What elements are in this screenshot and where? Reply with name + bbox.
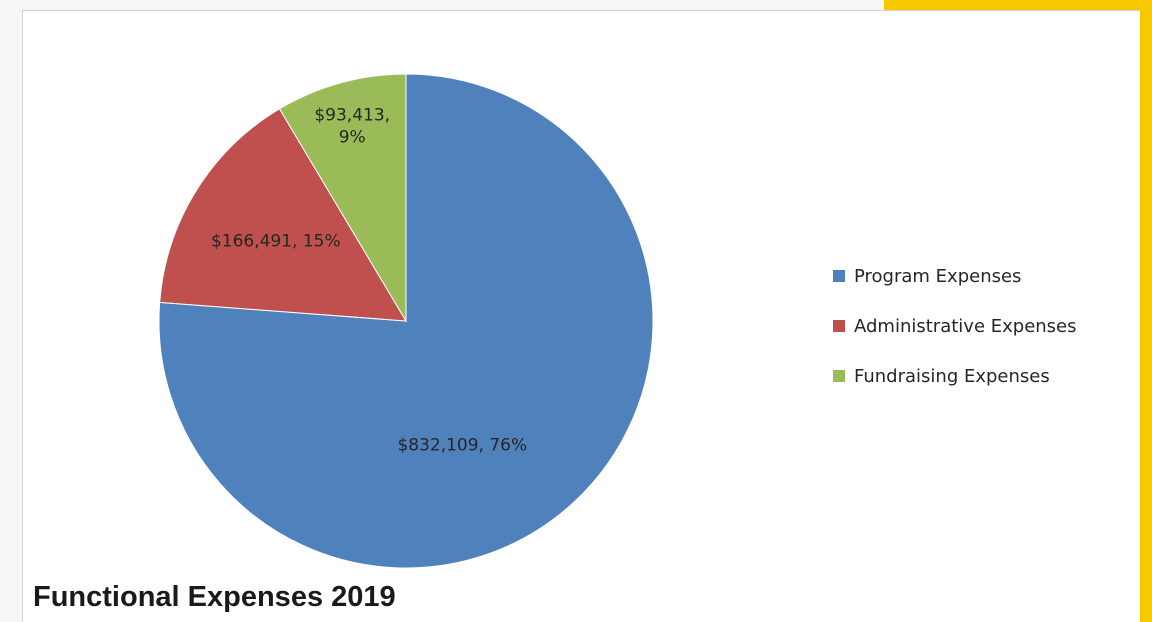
chart-caption: Functional Expenses 2019: [33, 581, 396, 613]
pie-slice-label: $93,413, 9%: [314, 106, 390, 148]
legend-item: Fundraising Expenses: [833, 359, 1077, 393]
pie-chart: $832,109, 76% $166,491, 15% $93,413, 9%: [158, 73, 654, 569]
chart-panel: $832,109, 76% $166,491, 15% $93,413, 9% Pro…: [22, 10, 1140, 622]
legend-label: Administrative Expenses: [854, 315, 1077, 337]
legend-label: Program Expenses: [854, 265, 1022, 287]
legend-swatch: [833, 370, 845, 382]
legend-item: Administrative Expenses: [833, 309, 1077, 343]
pie-slice-fundraising-expenses: [278, 73, 407, 323]
chart-legend: Program Expenses Administrative Expenses F…: [833, 259, 1077, 409]
pie-slice-label: $832,109, 76%: [397, 436, 527, 456]
accent-side-bar: [1140, 0, 1152, 622]
legend-swatch: [833, 270, 845, 282]
pie-slices: [158, 73, 654, 569]
legend-swatch: [833, 320, 845, 332]
accent-corner-bar: [884, 0, 1152, 12]
pie-slice-label: $166,491, 15%: [211, 231, 341, 251]
legend-label: Fundraising Expenses: [854, 365, 1050, 387]
legend-item: Program Expenses: [833, 259, 1077, 293]
pie-slice-labels: $832,109, 76% $166,491, 15% $93,413, 9%: [211, 106, 527, 456]
pie-slice-administrative-expenses: [159, 108, 407, 322]
